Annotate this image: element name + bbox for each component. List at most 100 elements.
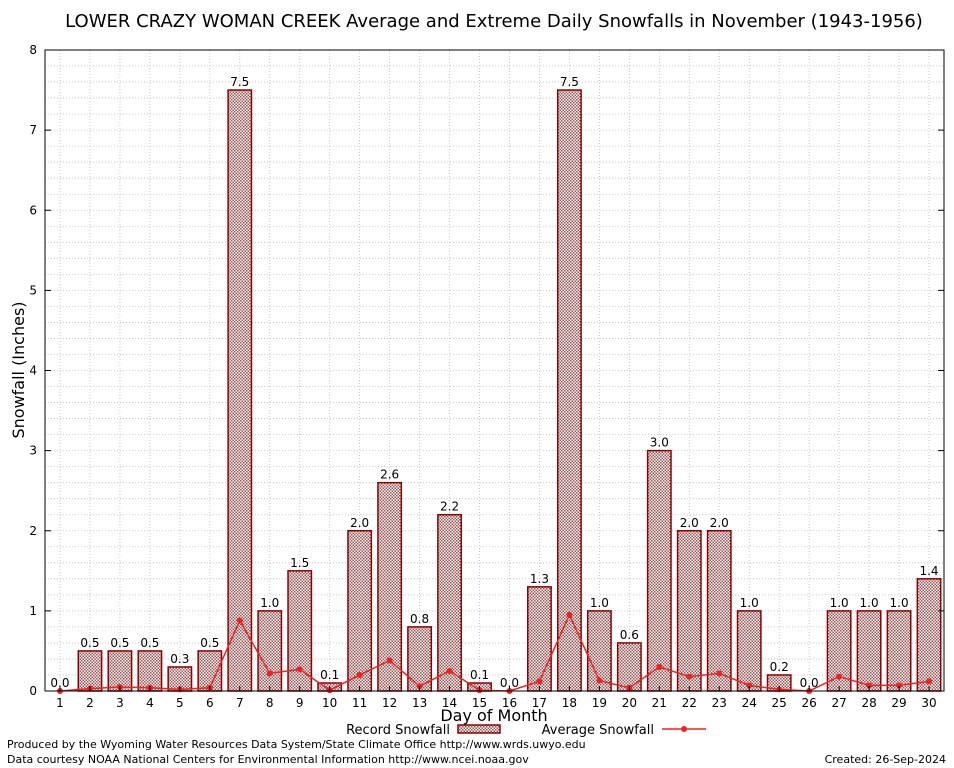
grid bbox=[45, 49, 944, 692]
x-tick-label: 19 bbox=[592, 696, 607, 710]
bar-value-label: 1.0 bbox=[830, 596, 849, 610]
bar-value-label: 2.0 bbox=[710, 516, 729, 530]
chart-title: LOWER CRAZY WOMAN CREEK Average and Extr… bbox=[65, 11, 923, 32]
bar-value-label: 7.5 bbox=[560, 75, 579, 89]
x-tick-label: 4 bbox=[146, 696, 154, 710]
x-tick-label: 2 bbox=[86, 696, 94, 710]
bar-value-label: 1.0 bbox=[740, 596, 759, 610]
bar-value-label: 1.0 bbox=[260, 596, 279, 610]
x-tick-label: 28 bbox=[861, 696, 876, 710]
x-tick-label: 15 bbox=[472, 696, 487, 710]
y-tick-label: 5 bbox=[29, 283, 37, 297]
bar-value-label: 1.0 bbox=[590, 596, 609, 610]
record-bar bbox=[257, 610, 283, 692]
x-tick-label: 27 bbox=[831, 696, 846, 710]
record-bar bbox=[527, 586, 552, 692]
x-tick-label: 21 bbox=[652, 696, 667, 710]
legend-record-swatch bbox=[457, 724, 501, 734]
bar-value-label: 2.0 bbox=[680, 516, 699, 530]
x-tick-label: 30 bbox=[921, 696, 936, 710]
bar-value-label: 0.3 bbox=[170, 652, 189, 666]
y-tick-label: 8 bbox=[29, 43, 37, 57]
x-tick-label: 16 bbox=[502, 696, 517, 710]
bar-value-label: 0.5 bbox=[140, 636, 159, 650]
record-bar bbox=[616, 642, 642, 692]
record-bars: 0.0 0.5 0.5 0.5 0.3 0.5 7.5 1.0 1.5 0.1 2.0 2.6 0.8 2… bbox=[50, 75, 942, 692]
x-tick-label: 24 bbox=[742, 696, 757, 710]
footer-producer: Produced by the Wyoming Water Resources … bbox=[7, 738, 586, 751]
record-bar bbox=[227, 89, 253, 692]
legend-record-label: Record Snowfall bbox=[346, 723, 450, 738]
average-point bbox=[296, 666, 303, 673]
x-tick-label: 1 bbox=[56, 696, 64, 710]
x-tick-label: 20 bbox=[622, 696, 637, 710]
y-tick-label: 7 bbox=[29, 123, 37, 137]
average-point bbox=[716, 670, 723, 677]
y-tick-label: 1 bbox=[29, 604, 37, 618]
bar-value-label: 3.0 bbox=[650, 436, 669, 450]
record-bar bbox=[646, 449, 672, 692]
y-tick-label: 3 bbox=[29, 444, 37, 458]
bar-value-label: 2.0 bbox=[350, 516, 369, 530]
x-tick-label: 10 bbox=[322, 696, 337, 710]
average-point bbox=[356, 671, 363, 678]
legend: Record Snowfall Average Snowfall bbox=[346, 723, 706, 738]
average-point bbox=[836, 673, 843, 680]
average-point bbox=[386, 657, 393, 664]
x-tick-label: 9 bbox=[296, 696, 304, 710]
bar-value-label: 0.1 bbox=[470, 668, 489, 682]
x-tick-label: 11 bbox=[352, 696, 367, 710]
x-tick-label: 8 bbox=[266, 696, 274, 710]
bar-value-label: 0.0 bbox=[50, 676, 69, 690]
record-bar bbox=[287, 570, 313, 692]
average-point bbox=[596, 677, 603, 684]
footer-created: Created: 26-Sep-2024 bbox=[825, 753, 946, 766]
x-tick-label: 23 bbox=[712, 696, 727, 710]
average-point bbox=[536, 678, 543, 685]
record-bar bbox=[77, 650, 103, 692]
x-tick-label: 5 bbox=[176, 696, 184, 710]
record-bar bbox=[856, 610, 882, 692]
average-point bbox=[266, 670, 273, 677]
bar-value-label: 0.0 bbox=[500, 676, 519, 690]
average-point bbox=[566, 611, 573, 618]
y-tick-label: 6 bbox=[29, 203, 37, 217]
average-point bbox=[686, 673, 693, 680]
average-point bbox=[926, 678, 933, 685]
x-tick-label: 3 bbox=[116, 696, 124, 710]
record-bar bbox=[916, 578, 942, 692]
bar-value-label: 0.2 bbox=[770, 660, 789, 674]
average-point bbox=[746, 682, 753, 689]
bar-value-label: 1.3 bbox=[530, 572, 549, 586]
bar-value-label: 7.5 bbox=[230, 75, 249, 89]
x-tick-label: 14 bbox=[442, 696, 457, 710]
record-bar bbox=[706, 530, 732, 692]
footer-data-source: Data courtesy NOAA National Centers for … bbox=[7, 753, 529, 766]
bar-value-label: 1.4 bbox=[919, 564, 938, 578]
record-bar bbox=[676, 530, 702, 692]
record-bar bbox=[556, 89, 582, 692]
y-tick-label: 2 bbox=[29, 524, 37, 538]
legend-average-marker bbox=[681, 726, 687, 732]
average-point bbox=[866, 682, 873, 689]
average-point bbox=[656, 663, 663, 670]
bar-value-label: 2.6 bbox=[380, 468, 399, 482]
record-bar bbox=[347, 530, 373, 692]
x-tick-label: 7 bbox=[236, 696, 244, 710]
plot-frame bbox=[44, 49, 945, 692]
average-point bbox=[896, 682, 903, 689]
x-tick-label: 18 bbox=[562, 696, 577, 710]
x-tick-label: 25 bbox=[772, 696, 787, 710]
bar-value-label: 1.0 bbox=[860, 596, 879, 610]
legend-average-label: Average Snowfall bbox=[542, 723, 654, 738]
y-axis-label: Snowfall (Inches) bbox=[9, 301, 28, 438]
x-tick-label: 12 bbox=[382, 696, 397, 710]
x-tick-label: 13 bbox=[412, 696, 427, 710]
bar-value-label: 0.8 bbox=[410, 612, 429, 626]
bar-value-label: 0.0 bbox=[800, 676, 819, 690]
bar-value-label: 2.2 bbox=[440, 500, 459, 514]
record-bar bbox=[886, 610, 912, 692]
x-tick-label: 6 bbox=[206, 696, 214, 710]
